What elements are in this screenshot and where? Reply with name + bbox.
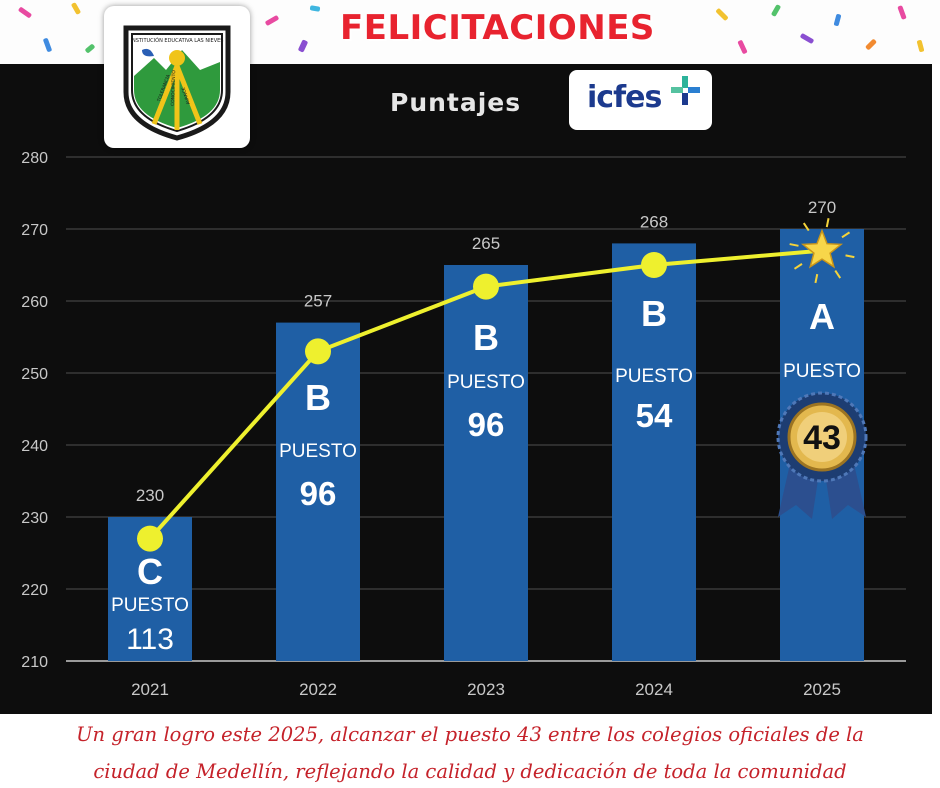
star-spark <box>814 273 819 284</box>
footer-line-1: Un gran logro este 2025, alcanzar el pue… <box>76 723 864 746</box>
chart-title: Puntajes <box>390 88 522 117</box>
star-spark <box>834 270 842 279</box>
grade-label: B <box>305 377 331 418</box>
y-tick-label: 280 <box>21 150 48 167</box>
grade-label: B <box>473 317 499 358</box>
bar-value-label: 265 <box>472 234 500 253</box>
star-icon <box>800 228 844 269</box>
footer-line-2: ciudad de Medellín, reflejando la calida… <box>93 760 847 783</box>
rank-caption: PUESTO <box>447 372 525 393</box>
rank-caption: PUESTO <box>111 595 189 616</box>
bar <box>276 322 360 661</box>
trend-point <box>473 273 499 300</box>
grade-label: C <box>137 551 163 592</box>
rank-number: 113 <box>126 623 174 656</box>
y-tick-label: 240 <box>21 438 48 455</box>
school-logo: INSTITUCIÓN EDUCATIVA LAS NIEVES TOLERAN… <box>104 6 250 148</box>
bar-value-label: 268 <box>640 212 668 231</box>
y-tick-label: 260 <box>21 294 48 311</box>
star-spark <box>793 263 803 270</box>
y-tick-label: 270 <box>21 222 48 239</box>
trend-point <box>137 525 163 552</box>
star-spark <box>845 254 855 259</box>
y-tick-label: 210 <box>21 654 48 671</box>
y-tick-label: 250 <box>21 366 48 383</box>
star-spark <box>802 222 810 232</box>
icfes-cross-icon <box>671 76 700 105</box>
star-spark <box>841 231 851 239</box>
bar-value-label: 270 <box>808 198 836 217</box>
star-spark <box>789 243 799 247</box>
bar-value-label: 230 <box>136 486 164 505</box>
icfes-logo: icfes <box>569 70 712 130</box>
bar <box>444 265 528 661</box>
bar-value-label: 257 <box>304 292 332 311</box>
grade-label: B <box>641 293 667 334</box>
rank-caption: PUESTO <box>279 441 357 462</box>
trend-point <box>641 252 667 278</box>
rank-number: 43 <box>803 419 841 457</box>
medal-face <box>797 412 847 462</box>
logo-school-name: INSTITUCIÓN EDUCATIVA LAS NIEVES <box>131 37 224 44</box>
x-tick-label: 2025 <box>803 680 841 699</box>
star-spark <box>825 218 830 228</box>
rank-caption: PUESTO <box>615 366 693 387</box>
icfes-wordmark: icfes <box>587 80 662 115</box>
x-tick-label: 2022 <box>299 680 337 699</box>
footer-message: Un gran logro este 2025, alcanzar el pue… <box>0 714 940 788</box>
logo-motto-2: CONOCIMIENTO <box>170 70 177 106</box>
trend-point <box>305 338 331 365</box>
x-tick-label: 2021 <box>131 680 169 699</box>
y-tick-label: 230 <box>21 510 48 527</box>
rank-number: 54 <box>636 397 673 434</box>
x-tick-label: 2024 <box>635 680 673 699</box>
rank-number: 96 <box>468 406 505 443</box>
banner-title: FELICITACIONES <box>340 8 655 48</box>
rank-caption: PUESTO <box>783 361 861 382</box>
rank-number: 96 <box>300 475 337 512</box>
y-tick-label: 220 <box>21 582 48 599</box>
bar <box>612 243 696 661</box>
x-tick-label: 2023 <box>467 680 505 699</box>
logo-motto-3: AVANCE <box>181 86 192 105</box>
grade-label: A <box>809 296 835 337</box>
